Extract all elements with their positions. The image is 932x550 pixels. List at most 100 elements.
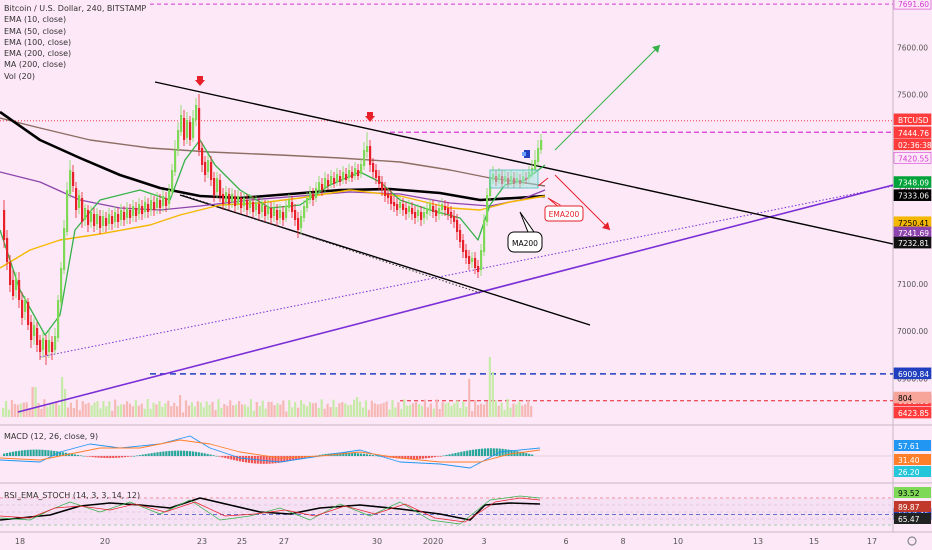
candle-body [96,214,99,224]
candle-body [267,206,270,214]
volume-bar [420,405,424,417]
candle-body [375,170,378,178]
macd-histogram-bar [94,456,97,458]
volume-bar [406,405,409,417]
macd-histogram-bar [365,454,369,456]
macd-histogram-bar [357,453,360,456]
candle-body [417,210,420,216]
legend-title[interactable]: Bitcoin / U.S. Dollar, 240, BITSTAMP [4,4,147,13]
candle-body [213,178,216,195]
volume-bar [527,400,530,417]
macd-histogram-bar [348,452,351,456]
volume-bar [338,403,341,417]
macd-pane-label[interactable]: MACD (12, 26, close, 9) [4,432,99,441]
candle-body [12,280,15,296]
macd-histogram-bar [271,456,274,464]
macd-histogram-bar [241,456,245,462]
macd-histogram-bar [486,448,489,456]
legend-indicator-ema10[interactable]: EMA (10, close) [4,15,67,25]
candle-body [348,170,351,178]
candle-body [114,212,117,222]
candle-body [60,268,63,302]
candle-body [165,198,168,206]
candle-body [444,206,447,210]
candle-body [156,198,159,208]
candle-body [393,202,396,206]
candle-body [264,206,267,216]
volume-bar [40,408,43,417]
volume-bar [485,401,488,417]
macd-histogram-bar [460,451,463,456]
legend-indicator-ema100[interactable]: EMA (100, close) [4,37,72,47]
candle-body [339,176,342,182]
volume-bar [459,408,462,417]
candle-body [87,210,90,225]
candle-body [336,174,339,182]
legend-indicator-ema50[interactable]: EMA (50, close) [4,26,67,36]
price-tick-label: 7500.00 [897,91,928,100]
volume-bar [447,402,450,417]
candle-body [474,258,477,268]
volume-bar [423,399,427,417]
volume-bar [291,407,294,417]
volume-bar [19,403,22,417]
macd-histogram-bar [153,452,156,456]
volume-bar [397,402,400,417]
volume-bar [509,407,512,417]
candle-body [306,198,309,208]
volume-bar [453,403,456,417]
legend-indicator-ema200[interactable]: EMA (200, close) [4,49,72,59]
candle-body [231,194,234,202]
macd-histogram-bar [430,456,433,458]
macd-histogram-bar [439,456,442,457]
macd-histogram-bar [436,456,439,457]
macd-histogram-bar [454,453,457,456]
macd-histogram-bar [218,456,221,457]
time-axis-label: 13 [753,537,763,546]
ema200-line [0,117,546,187]
candle-body [411,208,414,214]
ma200-callout: MA200 [507,211,543,253]
candle-body [174,150,177,172]
rsi-pane-label[interactable]: RSI_EMA_STOCH (14, 3, 3, 14, 12) [4,491,141,500]
legend-indicator-ma200[interactable]: MA (200, close) [4,60,67,70]
time-axis-label: 30 [372,537,382,546]
legend-indicator-volume[interactable]: Vol (20) [4,71,35,81]
macd-histogram-bar [138,455,141,456]
rsi-tag-label: 65.47 [898,515,920,524]
ma200-annotation: MA200 [512,239,538,248]
volume-bar [462,401,465,417]
volume-bar [179,395,182,417]
macd-histogram-bar [191,451,194,456]
rsi-tag-box [894,513,931,524]
candle-body [441,204,444,210]
macd-histogram-bar [407,456,410,460]
volume-bar [264,408,267,417]
bearish-projection-arrowhead-icon [602,222,610,230]
macd-histogram-bar [206,453,209,456]
price-tag-box [893,138,932,151]
candle-body [540,140,543,150]
candle-body [21,300,24,318]
candle-body [414,212,417,218]
macd-histogram-bar [53,450,56,456]
volume-bar [388,409,391,417]
macd-histogram-bar [421,456,425,459]
macd-histogram-bar [209,454,212,456]
volume-bar [335,407,338,417]
volume-bar [350,404,353,417]
macd-tag-label: 26.20 [898,468,920,477]
candle-body [309,192,312,200]
volume-bar [373,403,376,417]
candle-body [402,204,405,210]
candle-body [384,188,387,196]
candle-body [357,170,360,176]
volume-bar [34,387,37,417]
candle-body [225,192,228,202]
candle-body [150,200,153,210]
volume-bar [521,405,524,417]
macd-histogram-bar [413,456,416,460]
volume-bar [530,406,533,417]
